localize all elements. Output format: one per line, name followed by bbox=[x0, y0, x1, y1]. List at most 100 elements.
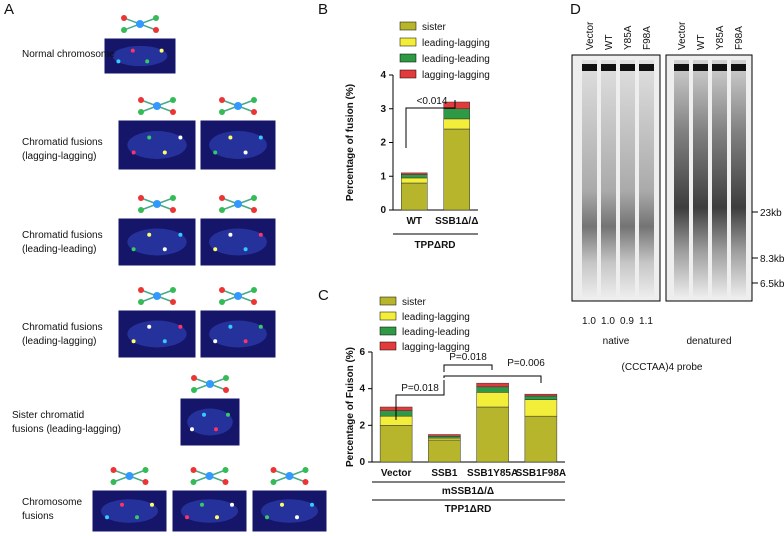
telomere-dot bbox=[130, 48, 135, 53]
schematic-end bbox=[121, 27, 127, 33]
lane-label: F98A bbox=[734, 26, 745, 50]
telomere-dot bbox=[243, 247, 248, 252]
schematic-end bbox=[222, 467, 229, 473]
y-tick-label: 2 bbox=[380, 138, 386, 149]
row-label: fusions (leading-lagging) bbox=[12, 424, 121, 435]
panel-label: D bbox=[570, 1, 581, 18]
centromere bbox=[153, 200, 161, 208]
bar-segment bbox=[401, 172, 428, 175]
telomere-dot bbox=[228, 324, 233, 329]
well-band bbox=[674, 64, 689, 71]
telomere-dot bbox=[243, 150, 248, 155]
bar-segment bbox=[428, 437, 461, 441]
bar-segment bbox=[476, 406, 509, 463]
telomere-dot bbox=[185, 515, 189, 520]
lane-label: WT bbox=[604, 34, 615, 50]
x-axis-label: TPP1ΔRD bbox=[445, 504, 492, 515]
telomere-dot bbox=[213, 339, 218, 344]
schematic-end bbox=[219, 287, 225, 293]
lane-label: Vector bbox=[585, 21, 596, 50]
telomere-dot bbox=[230, 502, 234, 507]
schematic-end bbox=[170, 195, 176, 201]
centromere bbox=[285, 472, 294, 480]
schematic-end bbox=[121, 15, 127, 21]
row-label: Normal chromosome bbox=[22, 49, 115, 60]
schematic-end bbox=[190, 479, 197, 485]
centromere bbox=[136, 20, 144, 28]
lane bbox=[601, 60, 616, 298]
chromosome bbox=[187, 408, 233, 436]
y-tick-label: 6 bbox=[359, 347, 365, 358]
schematic-end bbox=[190, 467, 197, 473]
x-tick-label: WT bbox=[406, 216, 422, 227]
schematic-end bbox=[142, 467, 149, 473]
row-label: (lagging-lagging) bbox=[22, 151, 97, 162]
chromosome bbox=[209, 320, 267, 348]
bar-segment bbox=[524, 393, 558, 397]
lane-label: F98A bbox=[642, 26, 653, 50]
well-band bbox=[731, 64, 746, 71]
bar-segment bbox=[428, 436, 461, 439]
well-band bbox=[601, 64, 616, 71]
centromere bbox=[206, 380, 214, 388]
micrographs bbox=[91, 15, 328, 533]
schematic-end bbox=[153, 27, 159, 33]
chromosome bbox=[209, 131, 267, 159]
legend-swatch bbox=[379, 311, 397, 321]
schematic-end bbox=[251, 287, 257, 293]
telomere-dot bbox=[116, 59, 121, 64]
x-axis-label: TPPΔRD bbox=[414, 240, 455, 251]
telomere-dot bbox=[147, 135, 152, 140]
lane bbox=[712, 60, 727, 298]
schematic-end bbox=[138, 207, 144, 213]
schematic-end bbox=[170, 97, 176, 103]
gel-lanes bbox=[582, 60, 746, 298]
bar-segment bbox=[428, 434, 461, 437]
lane bbox=[674, 60, 689, 298]
legend-label: leading-lagging bbox=[422, 38, 490, 49]
x-tick-label: Vector bbox=[381, 468, 412, 479]
telomere-dot bbox=[243, 339, 248, 344]
chromosome bbox=[181, 499, 238, 523]
chromosome bbox=[101, 499, 158, 523]
schematic-end bbox=[110, 467, 117, 473]
schematic-end bbox=[251, 109, 257, 115]
schematic-end bbox=[142, 479, 149, 485]
schematic-end bbox=[219, 207, 225, 213]
telomere-dot bbox=[190, 427, 194, 432]
legend-label: leading-lagging bbox=[402, 312, 470, 323]
significance-bracket bbox=[405, 100, 456, 148]
annotation: P=0.018 bbox=[401, 383, 439, 394]
schematic-end bbox=[153, 15, 159, 21]
telomere-dot bbox=[265, 515, 269, 520]
y-axis-label: Percentage of fusion (%) bbox=[345, 84, 356, 201]
schematic-end bbox=[138, 299, 144, 305]
bar-segment bbox=[443, 101, 470, 109]
centromere bbox=[234, 200, 242, 208]
schematic-end bbox=[223, 375, 229, 381]
telomere-dot bbox=[147, 324, 152, 329]
legend-label: leading-leading bbox=[422, 54, 490, 65]
schematic-end bbox=[138, 97, 144, 103]
bar-segment bbox=[401, 177, 428, 184]
lane bbox=[693, 60, 708, 298]
schematic-end bbox=[170, 207, 176, 213]
schematic-end bbox=[110, 479, 117, 485]
ratio: 0.9 bbox=[620, 316, 634, 327]
schematic-end bbox=[302, 467, 309, 473]
bar-segment bbox=[443, 118, 470, 130]
bar-segment bbox=[524, 415, 558, 463]
y-tick-label: 4 bbox=[380, 70, 386, 81]
marker-label: 23kb bbox=[760, 208, 782, 219]
chromosome bbox=[127, 228, 187, 256]
row-label: Chromatid fusions bbox=[22, 230, 103, 241]
legend-label: lagging-lagging bbox=[422, 70, 490, 81]
telomere-dot bbox=[162, 339, 167, 344]
annotation: P=0.006 bbox=[507, 358, 545, 369]
centromere bbox=[153, 292, 161, 300]
telomere-dot bbox=[295, 515, 299, 520]
gel-label: native bbox=[603, 336, 630, 347]
row-label: (leading-lagging) bbox=[22, 336, 97, 347]
legend-label: sister bbox=[422, 22, 447, 33]
